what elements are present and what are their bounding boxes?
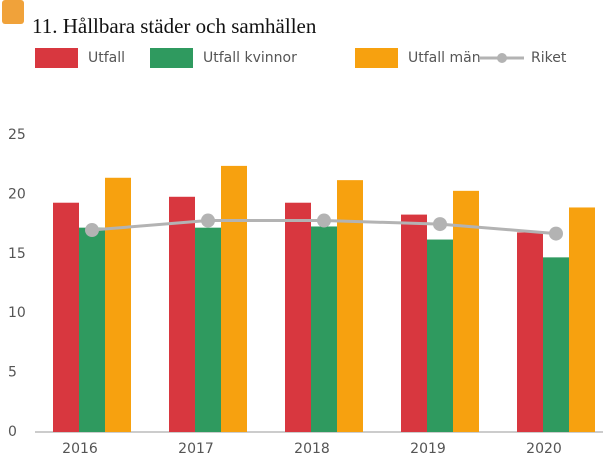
legend-label: Riket <box>531 50 567 66</box>
legend-swatch <box>35 48 78 68</box>
legend-label: Utfall <box>88 50 125 66</box>
line-point <box>433 217 447 232</box>
bar <box>311 226 337 432</box>
line-point <box>201 213 215 228</box>
bar <box>105 177 131 432</box>
bar <box>543 257 569 432</box>
x-tick-label: 2020 <box>526 441 562 457</box>
y-tick-label: 5 <box>8 365 17 381</box>
bar <box>427 239 453 432</box>
bar <box>453 190 479 432</box>
x-tick-label: 2017 <box>178 441 214 457</box>
x-tick-label: 2018 <box>294 441 330 457</box>
bar <box>79 227 105 432</box>
bar <box>517 232 543 432</box>
bar <box>337 180 363 432</box>
y-tick-label: 10 <box>8 305 26 321</box>
bar <box>169 196 195 432</box>
bar <box>221 165 247 432</box>
bar <box>195 227 221 432</box>
legend-marker <box>497 53 507 63</box>
legend-swatch <box>150 48 193 68</box>
bar <box>569 207 595 432</box>
y-tick-label: 20 <box>8 186 26 202</box>
chart-title: 11. Hållbara städer och samhällen <box>32 14 317 38</box>
goal-icon <box>2 0 24 24</box>
line-point <box>317 213 331 228</box>
y-tick-label: 15 <box>8 246 26 262</box>
legend-swatch <box>355 48 398 68</box>
line-point <box>549 226 563 241</box>
y-tick-label: 25 <box>8 127 26 143</box>
legend-label: Utfall män <box>408 50 481 66</box>
line-point <box>85 223 99 238</box>
bar <box>53 202 79 432</box>
y-tick-label: 0 <box>8 424 17 440</box>
bar <box>401 214 427 432</box>
x-tick-label: 2016 <box>62 441 98 457</box>
bar <box>285 202 311 432</box>
x-tick-label: 2019 <box>410 441 446 457</box>
legend-label: Utfall kvinnor <box>203 50 297 66</box>
